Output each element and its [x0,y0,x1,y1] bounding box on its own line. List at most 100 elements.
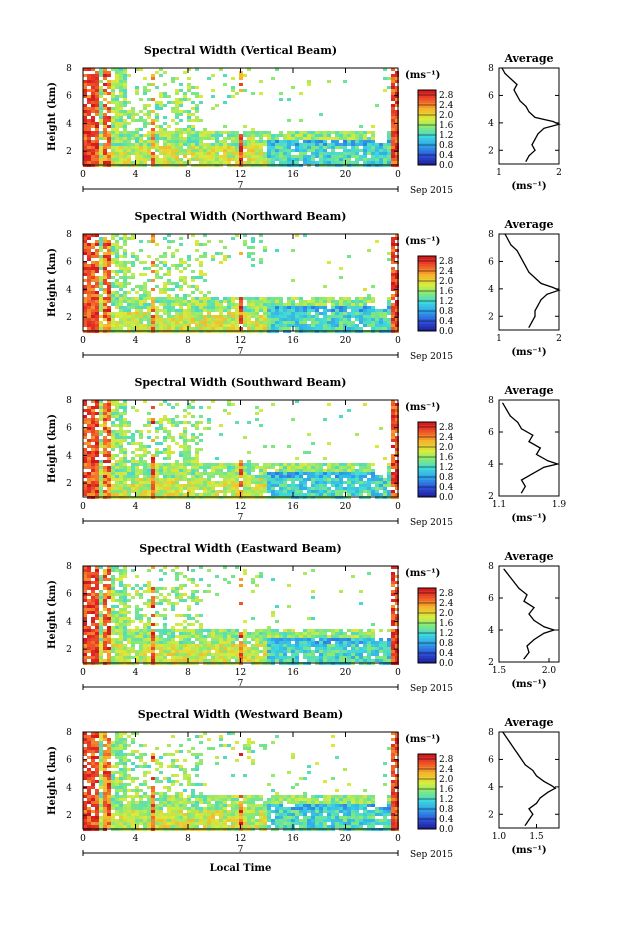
x-tick-label: 20 [340,336,352,346]
colorbar-swatch [418,432,436,435]
colorbar-swatch [418,125,436,128]
colorbar-swatch [418,489,436,493]
profile-title: Average [503,52,553,65]
profile-y-tick-label: 6 [488,91,494,101]
profile-point [550,784,553,787]
x-tick-label: 4 [133,834,139,844]
colorbar-swatch [418,615,436,619]
profile-point [520,479,523,481]
profile-point [528,651,530,654]
profile-title: Average [503,716,553,729]
profile-point [556,463,559,465]
colorbar-tick-label: 2.8 [439,589,454,599]
colorbar-tick-label: 0.4 [439,151,454,161]
colorbar-swatch [418,283,436,287]
colorbar-swatch [418,779,436,782]
colorbar-tick-label: 2.0 [439,111,454,121]
colorbar-swatch [418,308,436,312]
x-tick-label: 4 [133,502,139,512]
colorbar-swatch [418,623,436,626]
colorbar-swatch [418,756,436,760]
profile-point [552,286,554,289]
colorbar-swatch [418,474,436,478]
y-tick-label: 4 [66,783,72,793]
profile-point [522,260,524,263]
colorbar-swatch [418,821,436,825]
colorbar-tick-label: 0.0 [439,659,454,669]
colorbar-swatch [418,598,436,601]
colorbar-swatch [418,494,436,498]
profile-point [523,658,525,660]
profile-point [539,447,541,449]
colorbar-tick-label: 0.8 [439,805,454,815]
profile-point [533,607,535,609]
colorbar-swatch [418,593,436,596]
x-tick-label: 16 [287,336,299,346]
profile-point [517,421,519,423]
y-tick-label: 8 [66,728,72,738]
colorbar-swatch [418,452,436,455]
profile-point [505,736,508,739]
colorbar-tick-label: 0.0 [439,161,454,171]
colorbar-swatch [418,288,436,292]
profile-point [507,238,509,241]
colorbar-swatch [418,276,436,279]
profile-point [540,282,542,284]
profile-x-label: (ms⁻¹) [511,513,546,524]
profile-frame [498,399,560,497]
x-tick-label: 20 [340,668,352,678]
colorbar-tick-label: 1.6 [439,121,454,131]
colorbar-swatch [418,261,436,264]
colorbar-swatch [418,816,436,820]
profile-point [543,780,545,782]
colorbar-swatch [418,605,436,609]
profile-point [504,72,506,75]
profile-x-tick-label: 1.0 [492,832,507,842]
colorbar-swatch [418,625,436,629]
profile-point [520,492,523,494]
colorbar-swatch [418,603,436,606]
y-tick-label: 2 [66,313,72,323]
colorbar-swatch [418,90,436,93]
colorbar-swatch [418,477,436,480]
colorbar-swatch [418,814,436,817]
colorbar-swatch [418,256,436,259]
colorbar-tick-label: 2.4 [439,433,454,443]
profile-point [526,594,528,596]
profile-point [526,645,528,647]
profile-point [524,485,526,487]
profile-point [546,293,548,295]
x-tick-label: 0 [80,668,86,678]
colorbar-swatch [418,105,436,108]
profile-y-tick-label: 2 [488,146,494,156]
profile-point [520,758,523,761]
colorbar-swatch [418,484,436,488]
colorbar-swatch [418,427,436,430]
colorbar-tick-label: 1.2 [439,629,453,639]
colorbar-swatch [418,316,436,319]
profile-y-tick-label: 2 [488,312,494,322]
y-tick-label: 4 [66,617,72,627]
colorbar-swatch [418,459,436,463]
profile-point [517,753,519,755]
colorbar-swatch [418,145,436,148]
x-tick-label: 8 [185,502,191,512]
y-tick-label: 8 [66,64,72,74]
colorbar-swatch [418,786,436,790]
profile-line [502,402,560,494]
profile-line [504,233,561,328]
colorbar-swatch [418,444,436,448]
colorbar-swatch [418,107,436,111]
y-tick-label: 2 [66,811,72,821]
profile-x-tick-label: 2.0 [542,666,557,676]
colorbar-swatch [418,135,436,138]
profile-point [534,116,536,118]
colorbar-tick-label: 2.4 [439,765,454,775]
date-label: Sep 2015 [410,684,453,694]
profile-point [539,797,541,799]
profile-x-tick-label: 1 [496,334,502,344]
x-tick-label: 8 [185,170,191,180]
day-label: 7 [238,513,244,523]
colorbar-tick-label: 1.2 [439,297,453,307]
profile-frame [498,731,560,829]
